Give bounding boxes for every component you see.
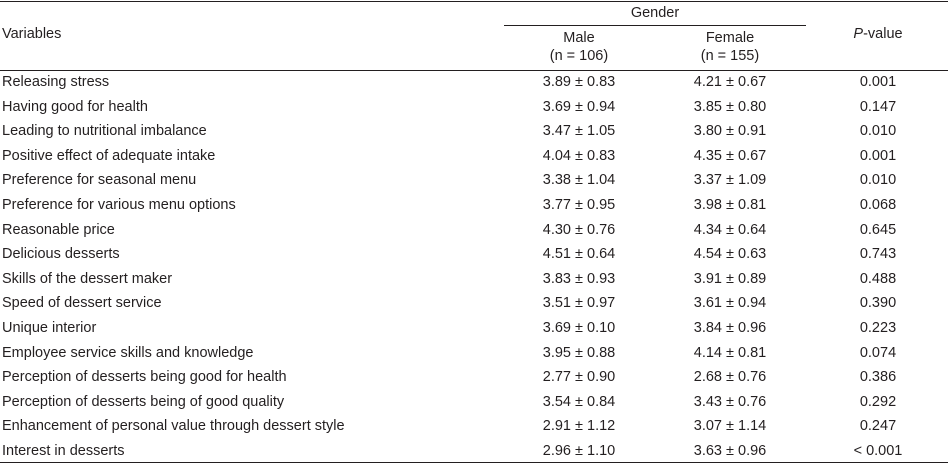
female-mean-sd-cell: 3.61 ± 0.94 — [693, 295, 767, 312]
table-row: Perception of desserts being of good qua… — [0, 392, 948, 417]
male-mean-sd-cell: 4.04 ± 0.83 — [542, 147, 616, 164]
female-mean-sd-cell: 3.85 ± 0.80 — [693, 98, 767, 115]
table-row: Preference for various menu options 3.77 … — [0, 195, 948, 220]
variable-cell: Preference for seasonal menu — [2, 172, 197, 189]
variable-cell: Releasing stress — [2, 74, 110, 90]
column-header-p-value: P-value — [808, 25, 948, 43]
female-mean-sd-cell: 3.43 ± 0.76 — [693, 393, 767, 410]
variable-cell: Interest in desserts — [2, 442, 125, 459]
male-mean-sd-cell: 3.51 ± 0.97 — [542, 295, 616, 312]
male-mean-sd-cell: 4.30 ± 0.76 — [542, 221, 616, 238]
p-value-cell: 0.223 — [859, 319, 897, 336]
female-label: Female — [705, 30, 755, 46]
table-row: Having good for health 3.69 ± 0.94 3.85 ± … — [0, 97, 948, 122]
male-mean-sd-cell: 3.77 ± 0.95 — [542, 196, 616, 213]
female-mean-sd-cell: 3.80 ± 0.91 — [693, 123, 767, 140]
male-mean-sd-cell: 4.51 ± 0.64 — [542, 246, 616, 263]
table-row: Enhancement of personal value through de… — [0, 416, 948, 441]
p-value-cell: 0.386 — [859, 369, 897, 386]
table-row: Perception of desserts being good for he… — [0, 367, 948, 392]
table-row: Preference for seasonal menu 3.38 ± 1.04 3… — [0, 170, 948, 195]
male-mean-sd-cell: 3.89 ± 0.83 — [542, 74, 616, 90]
column-header-male: Male (n = 106) — [504, 29, 654, 65]
p-value-cell: 0.074 — [859, 344, 897, 361]
male-mean-sd-cell: 3.47 ± 1.05 — [542, 123, 616, 140]
variable-cell: Perception of desserts being good for he… — [2, 369, 287, 386]
variable-cell: Employee service skills and knowledge — [2, 344, 254, 361]
variable-cell: Positive effect of adequate intake — [2, 147, 216, 164]
variable-cell: Unique interior — [2, 319, 97, 336]
table-row: Releasing stress 3.89 ± 0.83 4.21 ± 0.67 0.… — [0, 72, 948, 97]
male-sample-size: (n = 106) — [549, 48, 609, 64]
table-row: Interest in desserts 2.96 ± 1.10 3.63 ± 0.… — [0, 441, 948, 466]
male-mean-sd-cell: 3.54 ± 0.84 — [542, 393, 616, 410]
female-mean-sd-cell: 3.84 ± 0.96 — [693, 319, 767, 336]
variable-cell: Perception of desserts being of good qua… — [2, 393, 285, 410]
male-mean-sd-cell: 3.38 ± 1.04 — [542, 172, 616, 189]
p-value-cell: < 0.001 — [853, 442, 903, 459]
female-mean-sd-cell: 3.07 ± 1.14 — [693, 418, 767, 435]
variable-cell: Speed of dessert service — [2, 295, 162, 312]
p-value-cell: 0.001 — [859, 147, 897, 164]
variable-cell: Delicious desserts — [2, 246, 120, 263]
male-label: Male — [563, 30, 595, 46]
p-value-cell: 0.247 — [859, 418, 897, 435]
female-mean-sd-cell: 3.98 ± 0.81 — [693, 196, 767, 213]
variable-cell: Preference for various menu options — [2, 196, 236, 213]
table-row: Speed of dessert service 3.51 ± 0.97 3.61 … — [0, 293, 948, 318]
p-value-cell: 0.001 — [859, 74, 897, 90]
p-value-cell: 0.488 — [859, 270, 897, 287]
table-row: Skills of the dessert maker 3.83 ± 0.93 3.… — [0, 269, 948, 294]
female-sample-size: (n = 155) — [700, 48, 760, 64]
table-header-rule — [0, 70, 948, 71]
variable-cell: Having good for health — [2, 98, 148, 115]
variable-cell: Leading to nutritional imbalance — [2, 123, 207, 140]
female-mean-sd-cell: 2.68 ± 0.76 — [693, 369, 767, 386]
female-mean-sd-cell: 4.34 ± 0.64 — [693, 221, 767, 238]
p-value-cell: 0.390 — [859, 295, 897, 312]
gender-group-rule — [504, 25, 806, 26]
column-header-variables: Variables — [2, 26, 62, 42]
female-mean-sd-cell: 3.37 ± 1.09 — [693, 172, 767, 189]
male-mean-sd-cell: 3.69 ± 0.94 — [542, 98, 616, 115]
table-row: Positive effect of adequate intake 4.04 ±… — [0, 146, 948, 171]
table-row: Leading to nutritional imbalance 3.47 ± 1… — [0, 121, 948, 146]
female-mean-sd-cell: 4.35 ± 0.67 — [693, 147, 767, 164]
p-value-suffix: -value — [863, 26, 903, 42]
male-mean-sd-cell: 2.91 ± 1.12 — [542, 418, 616, 435]
male-mean-sd-cell: 2.96 ± 1.10 — [542, 442, 616, 459]
table-row: Unique interior 3.69 ± 0.10 3.84 ± 0.96 0.2… — [0, 318, 948, 343]
variable-cell: Reasonable price — [2, 221, 115, 238]
table-row: Delicious desserts 4.51 ± 0.64 4.54 ± 0.63… — [0, 244, 948, 269]
p-value-italic-p: P — [853, 26, 864, 42]
p-value-cell: 0.645 — [859, 221, 897, 238]
p-value-cell: 0.292 — [859, 393, 897, 410]
male-mean-sd-cell: 3.69 ± 0.10 — [542, 319, 616, 336]
variable-cell: Enhancement of personal value through de… — [2, 418, 345, 435]
female-mean-sd-cell: 4.21 ± 0.67 — [693, 74, 767, 90]
column-header-female: Female (n = 155) — [654, 29, 806, 65]
variable-cell: Skills of the dessert maker — [2, 270, 173, 287]
female-mean-sd-cell: 3.91 ± 0.89 — [693, 270, 767, 287]
p-value-cell: 0.147 — [859, 98, 897, 115]
p-value-cell: 0.010 — [859, 172, 897, 189]
column-group-header-gender: Gender — [630, 5, 680, 21]
male-mean-sd-cell: 2.77 ± 0.90 — [542, 369, 616, 386]
p-value-cell: 0.010 — [859, 123, 897, 140]
table-row: Employee service skills and knowledge 3.9… — [0, 343, 948, 368]
p-value-cell: 0.743 — [859, 246, 897, 263]
male-mean-sd-cell: 3.95 ± 0.88 — [542, 344, 616, 361]
female-mean-sd-cell: 4.54 ± 0.63 — [693, 246, 767, 263]
female-mean-sd-cell: 3.63 ± 0.96 — [693, 442, 767, 459]
table-top-rule — [0, 1, 948, 2]
table-body: Releasing stress 3.89 ± 0.83 4.21 ± 0.67 0.… — [0, 72, 948, 466]
p-value-cell: 0.068 — [859, 196, 897, 213]
table-row: Reasonable price 4.30 ± 0.76 4.34 ± 0.64 0.… — [0, 220, 948, 245]
table-bottom-rule — [0, 462, 948, 463]
male-mean-sd-cell: 3.83 ± 0.93 — [542, 270, 616, 287]
female-mean-sd-cell: 4.14 ± 0.81 — [693, 344, 767, 361]
